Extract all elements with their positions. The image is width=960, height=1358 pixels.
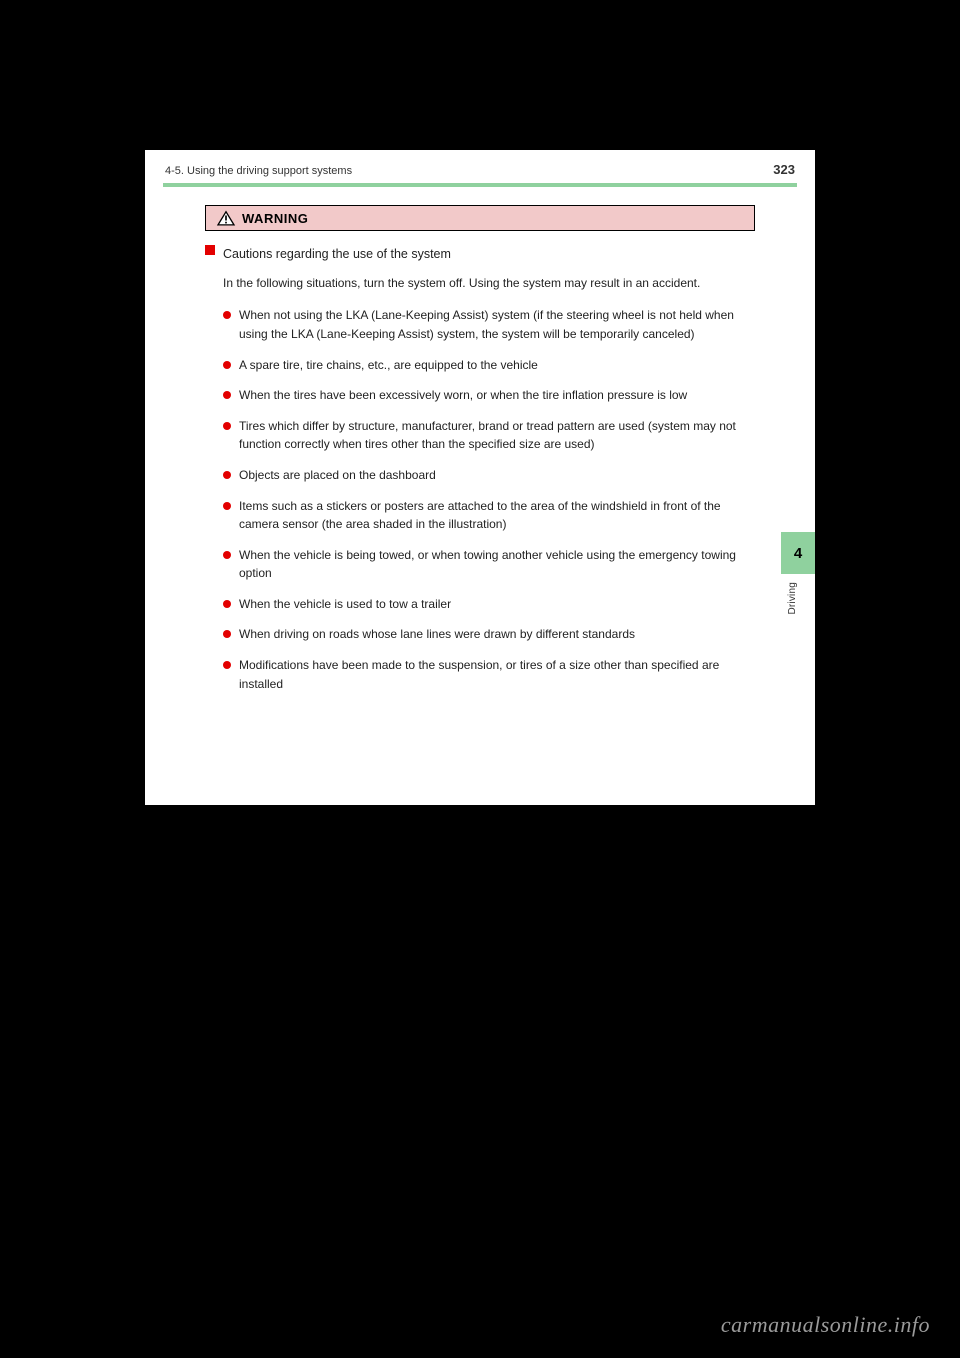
chapter-tab: 4 [781,532,815,574]
list-item: When not using the LKA (Lane-Keeping Ass… [223,306,755,343]
section-title: Cautions regarding the use of the system [223,245,755,264]
list-item: When driving on roads whose lane lines w… [223,625,755,644]
page-header: 4-5. Using the driving support systems 3… [145,150,815,177]
list-item: Objects are placed on the dashboard [223,466,755,485]
list-item: Tires which differ by structure, manufac… [223,417,755,454]
warning-bar: WARNING [205,205,755,231]
page-number: 323 [773,162,795,177]
watermark: carmanualsonline.info [721,1312,930,1338]
warning-content: Cautions regarding the use of the system… [205,245,755,693]
header-section: 4-5. Using the driving support systems [165,165,352,177]
list-item: When the vehicle is used to tow a traile… [223,595,755,614]
manual-page: 4-5. Using the driving support systems 3… [145,150,815,805]
list-item: When the tires have been excessively wor… [223,386,755,405]
intro-text: In the following situations, turn the sy… [223,274,755,293]
list-item: Items such as a stickers or posters are … [223,497,755,534]
header-rule [163,183,797,187]
list-item: When the vehicle is being towed, or when… [223,546,755,583]
warning-label: WARNING [242,211,308,226]
section-mark-icon [205,245,215,255]
side-label: Driving [787,582,809,615]
warning-triangle-icon [216,209,236,227]
bullet-list: When not using the LKA (Lane-Keeping Ass… [223,306,755,693]
chapter-number: 4 [794,545,802,562]
list-item: Modifications have been made to the susp… [223,656,755,693]
list-item: A spare tire, tire chains, etc., are equ… [223,356,755,375]
